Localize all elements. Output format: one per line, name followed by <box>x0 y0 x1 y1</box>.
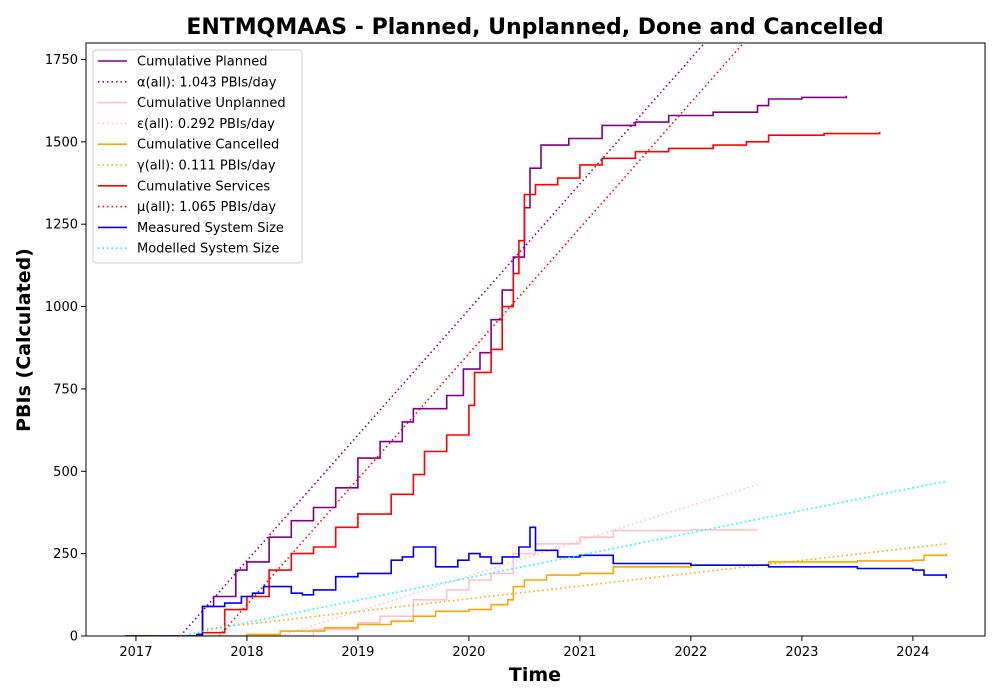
series-line-measured-system-size <box>125 527 946 636</box>
legend-label-measured-system-size: Measured System Size <box>137 221 284 236</box>
legend: Cumulative Planned α(all): 1.043 PBIs/day… <box>93 50 302 263</box>
legend-label-cumulative-planned: Cumulative Planned <box>137 55 267 70</box>
x-tick-label: 2024 <box>896 645 929 660</box>
x-tick-label: 2017 <box>119 645 152 660</box>
legend-label-all-0-111-pbis-day: γ(all): 0.111 PBIs/day <box>137 159 276 174</box>
y-tick-label: 1250 <box>45 218 78 233</box>
legend-label-all-1-065-pbis-day: μ(all): 1.065 PBIs/day <box>137 200 276 215</box>
legend-label-all-1-043-pbis-day: α(all): 1.043 PBIs/day <box>137 75 277 90</box>
x-tick-label: 2020 <box>452 645 485 660</box>
y-axis: 0 250 500 750 1000 1250 1500 1750 <box>45 53 86 645</box>
y-tick-label: 250 <box>53 547 78 562</box>
legend-label-all-0-292-pbis-day: ε(all): 0.292 PBIs/day <box>137 117 275 132</box>
series-line-all-0-292-pbis-day <box>280 485 757 637</box>
chart-title: ENTMQMAAS - Planned, Unplanned, Done and… <box>186 15 883 40</box>
x-axis: 2017 2018 2019 2020 2021 2022 2023 2024 <box>119 636 929 660</box>
y-tick-label: 1750 <box>45 53 78 68</box>
y-tick-label: 1500 <box>45 135 78 150</box>
x-tick-label: 2018 <box>230 645 263 660</box>
series-line-cumulative-unplanned <box>280 530 757 636</box>
series-line-modelled-system-size <box>180 481 946 636</box>
legend-label-cumulative-services: Cumulative Services <box>137 179 270 194</box>
x-tick-label: 2023 <box>785 645 818 660</box>
legend-label-modelled-system-size: Modelled System Size <box>137 242 279 257</box>
x-tick-label: 2021 <box>563 645 596 660</box>
y-axis-label: PBIs (Calculated) <box>13 248 35 432</box>
y-tick-label: 750 <box>53 382 78 397</box>
x-axis-label: Time <box>509 664 561 686</box>
y-tick-label: 500 <box>53 465 78 480</box>
y-tick-label: 0 <box>70 630 78 645</box>
y-tick-label: 1000 <box>45 300 78 315</box>
x-tick-label: 2019 <box>341 645 374 660</box>
x-tick-label: 2022 <box>674 645 707 660</box>
legend-label-cumulative-cancelled: Cumulative Cancelled <box>137 138 279 153</box>
legend-label-cumulative-unplanned: Cumulative Unplanned <box>137 96 286 111</box>
